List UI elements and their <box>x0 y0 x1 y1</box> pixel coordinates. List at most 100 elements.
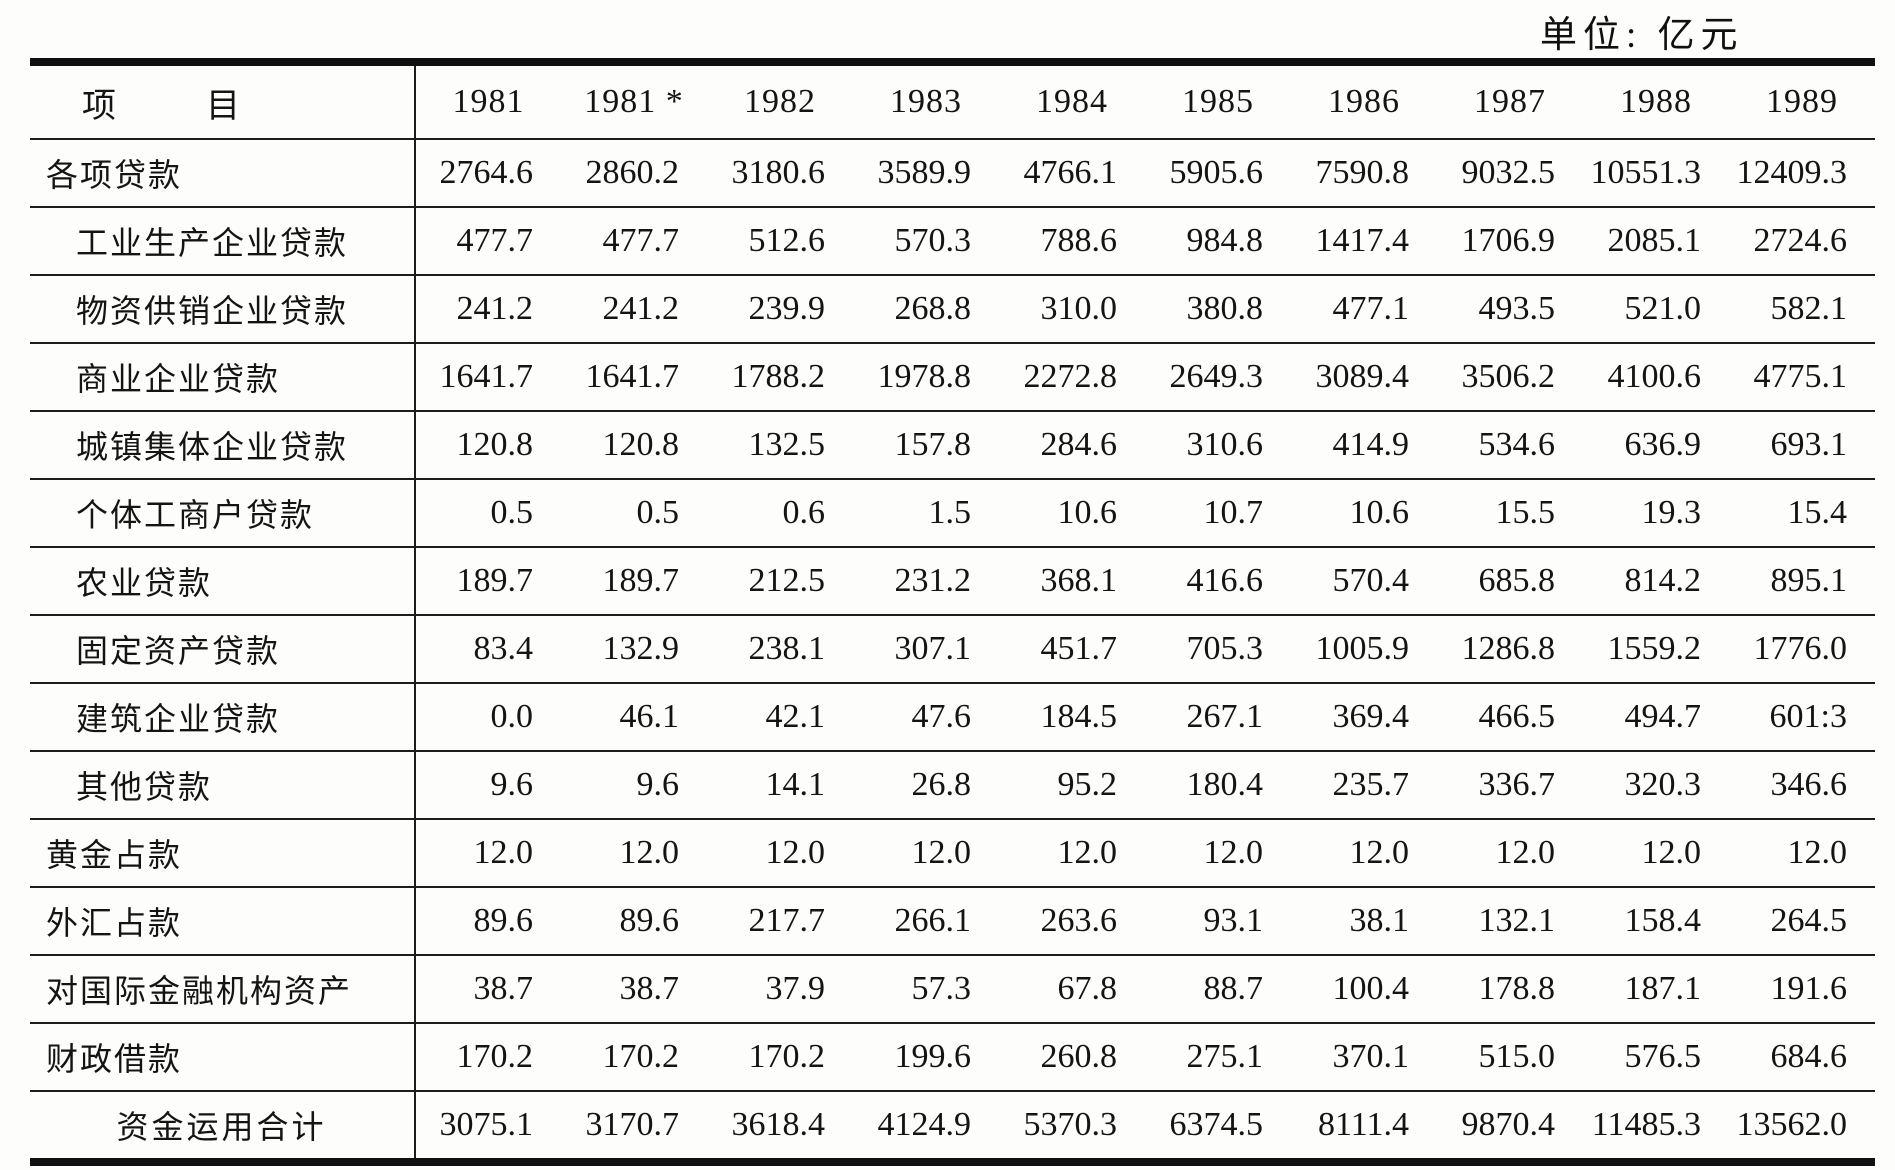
value-cell: 4766.1 <box>999 139 1145 208</box>
value-cell: 132.9 <box>561 615 707 684</box>
value-cell: 1417.4 <box>1291 207 1437 276</box>
value-cell: 1641.7 <box>415 343 561 412</box>
value-cell: 2764.6 <box>415 139 561 208</box>
value-cell: 241.2 <box>415 275 561 344</box>
year-header: 1988 <box>1583 62 1729 140</box>
value-cell: 12409.3 <box>1729 139 1875 208</box>
value-cell: 100.4 <box>1291 955 1437 1024</box>
row-label: 对国际金融机构资产 <box>30 955 416 1024</box>
year-header: 1984 <box>999 62 1145 140</box>
value-cell: 5370.3 <box>1023 1106 1118 1143</box>
value-cell: 38.7 <box>415 955 561 1024</box>
value-cell: 3170.7 <box>585 1106 680 1143</box>
value-cell: 1286.8 <box>1437 615 1583 684</box>
value-cell: 38.7 <box>561 955 707 1024</box>
value-cell: 3618.4 <box>731 1106 826 1143</box>
value-cell: 570.4 <box>1291 547 1437 616</box>
value-cell: 4124.9 <box>877 1106 972 1143</box>
value-cell: 512.6 <box>707 207 853 276</box>
year-header: 1989 <box>1729 62 1875 140</box>
value-cell: 5905.6 <box>1145 139 1291 208</box>
value-cell: 9.6 <box>561 751 707 820</box>
row-label: 外汇占款 <box>30 887 416 956</box>
value-cell: 346.6 <box>1729 751 1875 820</box>
value-cell: 9032.5 <box>1437 139 1583 208</box>
value-cell: 9870.4 <box>1461 1106 1556 1143</box>
value-cell: 1788.2 <box>707 343 853 412</box>
table-row: 个体工商户贷款 0.5 0.5 0.6 1.5 10.6 10.7 10.6 15.5 19.3 1… <box>30 479 1875 548</box>
value-cell: 26.8 <box>853 751 999 820</box>
year-header: 1983 <box>853 62 999 140</box>
value-cell: 493.5 <box>1437 275 1583 344</box>
header-row: 项目 1981 1981 * 1982 1983 1984 1985 1986 1987 198… <box>30 62 1875 140</box>
value-cell: 12.0 <box>1291 819 1437 888</box>
table-row: 各项贷款 2764.6 2860.2 3180.6 3589.9 4766.1 5905.6… <box>30 139 1875 208</box>
value-cell: 178.8 <box>1437 955 1583 1024</box>
row-label: 财政借款 <box>30 1023 416 1092</box>
value-cell: 15.4 <box>1729 479 1875 548</box>
value-cell: 570.3 <box>853 207 999 276</box>
year-header: 1981 * <box>561 62 707 140</box>
value-cell: 120.8 <box>561 411 707 480</box>
value-cell: 2085.1 <box>1583 207 1729 276</box>
value-cell: 2649.3 <box>1145 343 1291 412</box>
value-cell: 14.1 <box>707 751 853 820</box>
value-cell: 268.8 <box>853 275 999 344</box>
value-cell: 12.0 <box>561 819 707 888</box>
value-cell: 1776.0 <box>1729 615 1875 684</box>
value-cell: 170.2 <box>561 1023 707 1092</box>
value-cell: 534.6 <box>1437 411 1583 480</box>
value-cell: 7590.8 <box>1291 139 1437 208</box>
value-cell: 814.2 <box>1583 547 1729 616</box>
value-cell: 320.3 <box>1583 751 1729 820</box>
value-cell: 684.6 <box>1729 1023 1875 1092</box>
value-cell: 515.0 <box>1437 1023 1583 1092</box>
value-cell: 170.2 <box>707 1023 853 1092</box>
table-row: 资金运用合计 3075.1 3170.7 3618.4 4124.9 5370.3 6374… <box>30 1091 1875 1162</box>
value-cell: 132.5 <box>707 411 853 480</box>
table-row: 农业贷款 189.7 189.7 212.5 231.2 368.1 416.6 570.4 6… <box>30 547 1875 616</box>
value-cell: 0.5 <box>561 479 707 548</box>
value-cell: 238.1 <box>707 615 853 684</box>
table-row: 财政借款 170.2 170.2 170.2 199.6 260.8 275.1 370.1 5… <box>30 1023 1875 1092</box>
row-label: 商业企业贷款 <box>30 343 416 412</box>
value-cell: 19.3 <box>1583 479 1729 548</box>
value-cell: 477.7 <box>561 207 707 276</box>
value-cell: 307.1 <box>853 615 999 684</box>
value-cell: 38.1 <box>1291 887 1437 956</box>
value-cell: 95.2 <box>999 751 1145 820</box>
value-cell: 2724.6 <box>1729 207 1875 276</box>
value-cell: 12.0 <box>1145 819 1291 888</box>
value-cell: 12.0 <box>707 819 853 888</box>
funds-usage-table: 项目 1981 1981 * 1982 1983 1984 1985 1986 1987 198… <box>30 58 1875 1166</box>
value-cell: 241.2 <box>561 275 707 344</box>
value-cell: 231.2 <box>853 547 999 616</box>
value-cell: 12.0 <box>1583 819 1729 888</box>
value-cell: 10.6 <box>1291 479 1437 548</box>
value-cell: 120.8 <box>415 411 561 480</box>
value-cell: 310.6 <box>1145 411 1291 480</box>
value-cell: 685.8 <box>1437 547 1583 616</box>
table-row: 外汇占款 89.6 89.6 217.7 266.1 263.6 93.1 38.1 132.1… <box>30 887 1875 956</box>
table-row: 物资供销企业贷款 241.2 241.2 239.9 268.8 310.0 380.8 47… <box>30 275 1875 344</box>
value-cell: 416.6 <box>1145 547 1291 616</box>
value-cell: 1005.9 <box>1291 615 1437 684</box>
value-cell: 184.5 <box>999 683 1145 752</box>
value-cell: 217.7 <box>707 887 853 956</box>
value-cell: 3506.2 <box>1437 343 1583 412</box>
value-cell: 369.4 <box>1291 683 1437 752</box>
value-cell: 157.8 <box>853 411 999 480</box>
value-cell: 368.1 <box>999 547 1145 616</box>
value-cell: 8111.4 <box>1318 1106 1409 1143</box>
row-label: 物资供销企业贷款 <box>30 275 416 344</box>
value-cell: 12.0 <box>1437 819 1583 888</box>
row-label: 黄金占款 <box>30 819 416 888</box>
value-cell: 284.6 <box>999 411 1145 480</box>
value-cell: 494.7 <box>1583 683 1729 752</box>
row-label: 固定资产贷款 <box>30 615 416 684</box>
value-cell: 1.5 <box>853 479 999 548</box>
table-row: 建筑企业贷款 0.0 46.1 42.1 47.6 184.5 267.1 369.4 466.… <box>30 683 1875 752</box>
table-row: 固定资产贷款 83.4 132.9 238.1 307.1 451.7 705.3 1005.… <box>30 615 1875 684</box>
value-cell: 239.9 <box>707 275 853 344</box>
